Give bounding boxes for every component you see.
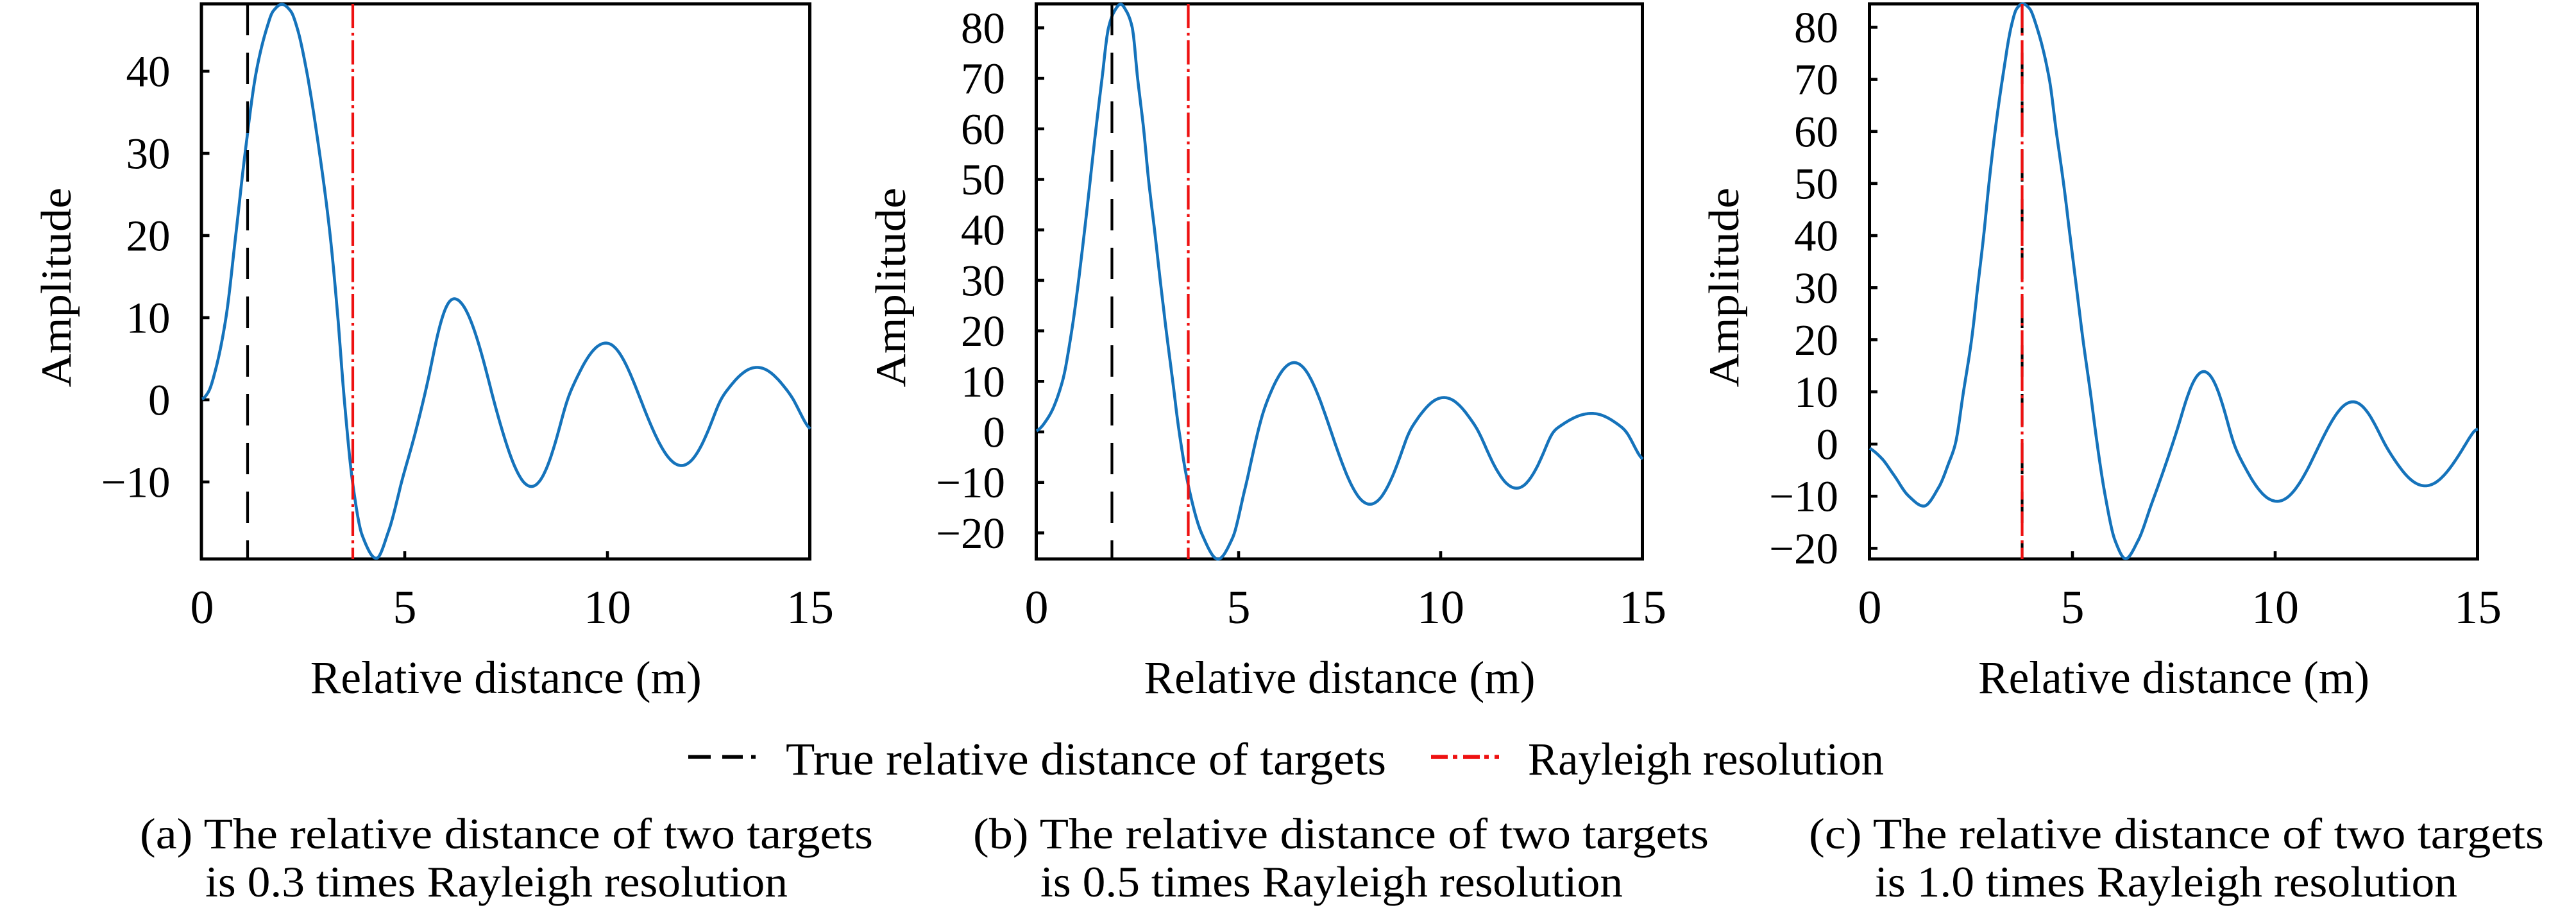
svg-text:10: 10 (584, 581, 631, 634)
svg-text:−10: −10 (101, 458, 171, 507)
svg-text:Amplitude: Amplitude (867, 188, 915, 388)
svg-text:50: 50 (1794, 159, 1838, 208)
svg-text:(a) The relative distance of t: (a) The relative distance of two targets (140, 809, 873, 858)
svg-text:40: 40 (126, 47, 171, 96)
svg-text:80: 80 (961, 4, 1005, 53)
svg-text:15: 15 (2454, 581, 2502, 634)
svg-text:10: 10 (1417, 581, 1464, 634)
svg-text:Relative distance (m): Relative distance (m) (1978, 652, 2369, 703)
svg-text:5: 5 (2061, 581, 2085, 634)
svg-text:5: 5 (1227, 581, 1251, 634)
svg-text:0: 0 (1858, 581, 1882, 634)
svg-text:Amplitude: Amplitude (1700, 188, 1748, 388)
svg-text:−20: −20 (1769, 524, 1838, 573)
svg-text:50: 50 (961, 155, 1005, 204)
svg-text:60: 60 (961, 105, 1005, 153)
svg-text:40: 40 (961, 206, 1005, 255)
svg-text:(b) The relative distance of t: (b) The relative distance of two targets (973, 809, 1709, 858)
svg-text:20: 20 (1794, 316, 1838, 365)
svg-text:10: 10 (2251, 581, 2299, 634)
svg-text:5: 5 (393, 581, 417, 634)
svg-text:60: 60 (1794, 107, 1838, 156)
svg-text:Relative distance (m): Relative distance (m) (1144, 652, 1536, 703)
svg-text:−10: −10 (1769, 472, 1838, 521)
svg-text:80: 80 (1794, 3, 1838, 52)
svg-text:20: 20 (126, 212, 171, 261)
svg-text:−10: −10 (936, 458, 1005, 507)
svg-text:10: 10 (961, 357, 1005, 406)
svg-text:40: 40 (1794, 212, 1838, 261)
svg-text:0: 0 (1025, 581, 1049, 634)
svg-text:30: 30 (961, 256, 1005, 305)
svg-text:Rayleigh resolution: Rayleigh resolution (1528, 734, 1884, 785)
svg-text:70: 70 (1794, 55, 1838, 104)
svg-text:0: 0 (983, 408, 1006, 457)
svg-text:Amplitude: Amplitude (33, 188, 80, 388)
svg-text:0: 0 (1817, 420, 1839, 469)
svg-text:15: 15 (1619, 581, 1666, 634)
svg-text:is 0.5 times Rayleigh resoluti: is 0.5 times Rayleigh resolution (1040, 857, 1623, 906)
svg-text:(c) The relative distance of t: (c) The relative distance of two targets (1809, 809, 2544, 858)
svg-text:0: 0 (148, 376, 171, 425)
svg-text:20: 20 (961, 307, 1005, 356)
svg-text:10: 10 (126, 294, 171, 343)
svg-text:15: 15 (786, 581, 834, 634)
svg-text:is 0.3 times Rayleigh resoluti: is 0.3 times Rayleigh resolution (205, 857, 788, 906)
svg-text:10: 10 (1794, 368, 1838, 416)
svg-text:30: 30 (126, 130, 171, 178)
svg-text:−20: −20 (936, 509, 1005, 558)
svg-text:True relative distance of targ: True relative distance of targets (786, 734, 1386, 785)
svg-text:30: 30 (1794, 264, 1838, 313)
svg-text:0: 0 (191, 581, 214, 634)
svg-text:70: 70 (961, 55, 1005, 103)
svg-text:Relative distance (m): Relative distance (m) (310, 652, 702, 703)
svg-text:is 1.0 times Rayleigh resoluti: is 1.0 times Rayleigh resolution (1875, 857, 2457, 906)
